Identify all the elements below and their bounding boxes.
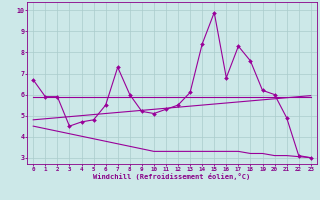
X-axis label: Windchill (Refroidissement éolien,°C): Windchill (Refroidissement éolien,°C) bbox=[93, 173, 251, 180]
